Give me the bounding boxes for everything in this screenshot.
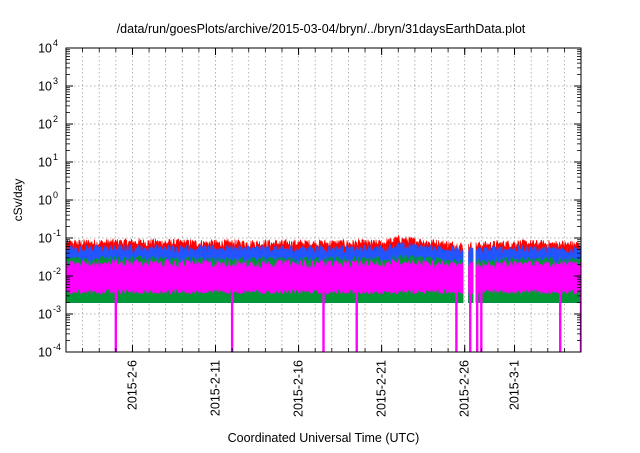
y-tick-label-exponent: -4 [53, 342, 61, 352]
x-tick-label: 2015-2-16 [292, 360, 306, 417]
y-tick-label: 10 [38, 42, 52, 56]
y-tick-label-exponent: 1 [53, 152, 58, 162]
y-tick-label-exponent: 4 [53, 38, 58, 48]
y-tick-label-exponent: -3 [53, 304, 61, 314]
dip-spike [230, 291, 234, 352]
y-tick-label: 10 [38, 232, 52, 246]
y-tick-label-exponent: -1 [53, 228, 61, 238]
dip-spike [455, 291, 458, 352]
y-tick-label: 10 [38, 80, 52, 94]
x-tick-label: 2015-2-11 [209, 360, 223, 416]
chart-title: /data/run/goesPlots/archive/2015-03-04/b… [117, 22, 526, 36]
x-tick-labels: 2015-2-6 2015-2-11 2015-2-16 2015-2-21 2015-… [125, 360, 521, 417]
series-group [66, 234, 581, 352]
dip-spike [475, 291, 479, 352]
x-tick-label: 2015-2-6 [125, 360, 139, 410]
y-tick-label: 10 [38, 194, 52, 208]
x-tick-label: 2015-2-21 [375, 360, 389, 417]
dip-spike [322, 291, 325, 352]
y-tick-label: 10 [38, 308, 52, 322]
y-tick-label: 10 [38, 346, 52, 360]
x-axis-label: Coordinated Universal Time (UTC) [228, 431, 420, 445]
x-tick-label: 2015-2-26 [458, 360, 472, 417]
series-band-3 [475, 259, 581, 295]
tick-marks [66, 47, 581, 353]
y-tick-label-exponent: 0 [53, 190, 58, 200]
dip-spike [114, 291, 118, 352]
dip-spike [469, 291, 472, 352]
y-tick-label-exponent: 3 [53, 76, 58, 86]
dip-spike [355, 291, 358, 352]
series-band-3 [66, 258, 464, 296]
series-band-3 [468, 260, 474, 296]
y-tick-label: 10 [38, 270, 52, 284]
y-axis-label: cSv/day [11, 179, 25, 222]
dip-spike [579, 291, 581, 352]
dip-spike [480, 291, 483, 352]
y-tick-label: 10 [38, 118, 52, 132]
y-tick-label: 10 [38, 156, 52, 170]
y-tick-label-exponent: 2 [53, 114, 58, 124]
dip-spike [559, 291, 562, 352]
y-tick-label-exponent: -2 [53, 266, 61, 276]
x-tick-label: 2015-3-1 [508, 360, 522, 410]
